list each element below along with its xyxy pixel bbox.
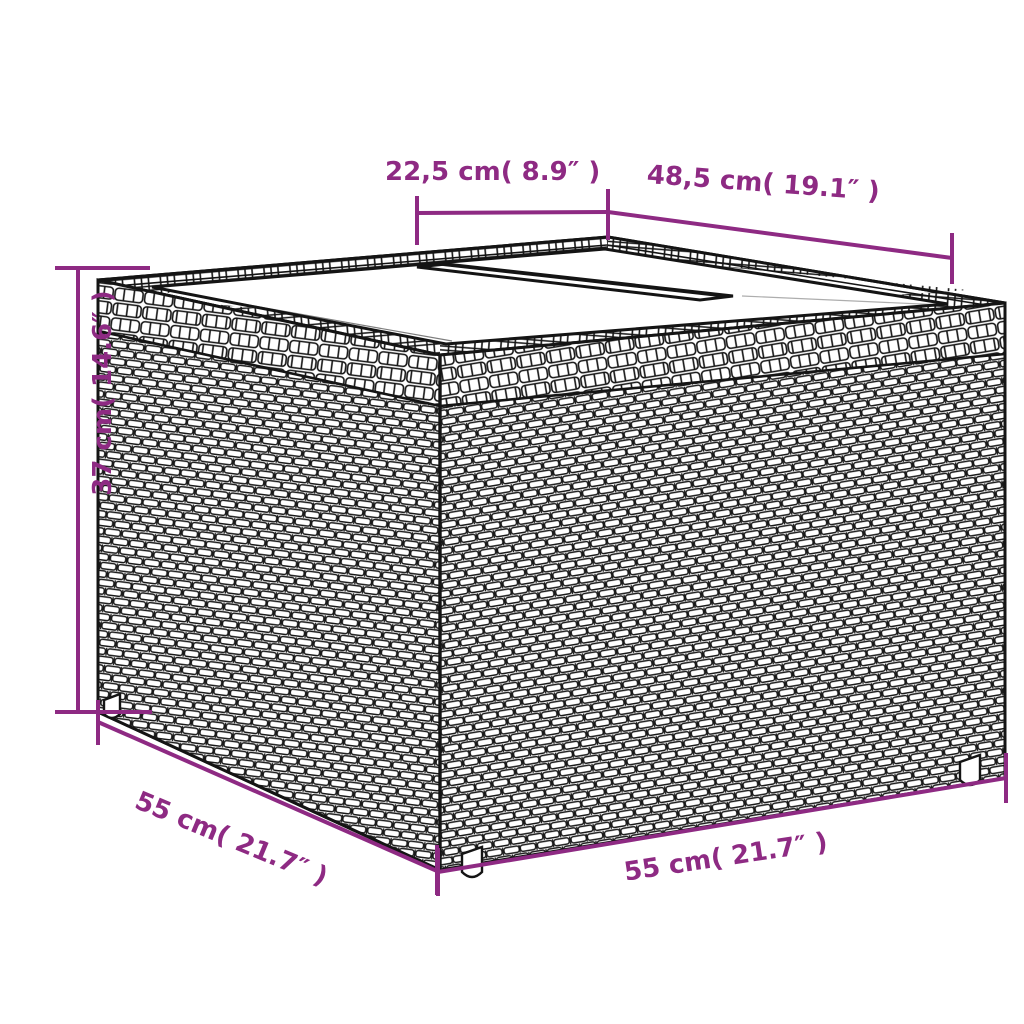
dimension-label-height: 37 cm( 14.6″ ) — [88, 290, 118, 496]
right-face-rail-line — [439, 352, 1006, 408]
dimension-label-top-left: 22,5 cm( 8.9″ ) — [385, 157, 601, 187]
dimension-lines — [55, 189, 1008, 896]
dimline-depth — [97, 720, 438, 873]
right-face-top-edge — [439, 301, 1006, 357]
glass-panel-area — [151, 247, 949, 346]
foot-front — [460, 845, 484, 879]
table-feet — [102, 692, 982, 879]
dimline-top-right — [607, 210, 953, 260]
left-face-bottom-edge — [97, 710, 441, 872]
top-back-left-edge-inner — [103, 244, 608, 288]
top-back-right-edge-inner — [606, 244, 999, 308]
table-top — [97, 235, 1006, 357]
top-back-right-edge — [607, 235, 1006, 305]
dimline-top-left — [416, 210, 609, 215]
table-right-face — [438, 301, 1007, 872]
glass-pane-right-edge — [741, 295, 945, 306]
divider-inner-line-1 — [421, 267, 705, 301]
dimline-width — [437, 776, 1007, 874]
glass-pane-left-edge — [157, 288, 453, 342]
divider-inner-line-2 — [440, 264, 727, 298]
left-face-rail-line — [97, 329, 441, 408]
left-face-top-edge — [97, 278, 441, 357]
top-back-left-edge — [97, 235, 609, 282]
